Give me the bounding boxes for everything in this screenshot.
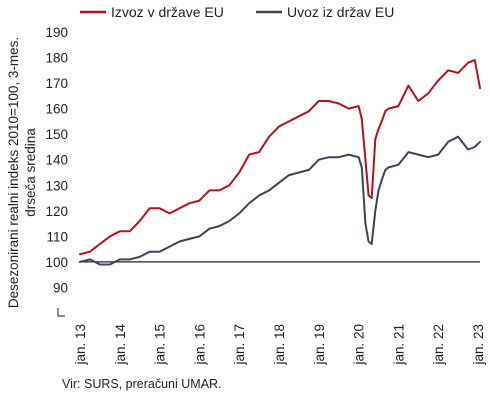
legend-label: Uvoz iz držav EU xyxy=(287,4,394,20)
x-tick-label: jan. 16 xyxy=(192,324,207,366)
x-tick-label: jan. 23 xyxy=(471,324,486,366)
x-tick-label: jan. 14 xyxy=(113,324,128,366)
y-tick-label: 90 xyxy=(53,280,68,295)
y-tick-label: 160 xyxy=(45,102,68,117)
y-tick-label: 140 xyxy=(45,153,68,168)
x-tick-label: jan. 18 xyxy=(272,324,287,366)
y-tick-label: 130 xyxy=(45,178,68,193)
series-line-export xyxy=(79,59,481,256)
y-tick-label: 110 xyxy=(46,229,68,244)
y-axis-label-line: Desezonirani realni indeks 2010=100, 3-m… xyxy=(6,37,21,308)
x-tick-label: jan. 19 xyxy=(312,324,327,366)
y-tick-label: 190 xyxy=(45,25,68,40)
x-tick-label: jan. 17 xyxy=(232,324,247,366)
series-line-import xyxy=(79,135,481,266)
y-tick-label: 120 xyxy=(45,204,68,219)
plot-area xyxy=(79,59,481,266)
x-tick-label: jan. 22 xyxy=(431,324,446,366)
axis-break-mark xyxy=(57,308,65,317)
source-note: Vir: SURS, preračuni UMAR. xyxy=(62,377,222,391)
legend-label: Izvoz v države EU xyxy=(111,4,224,20)
x-tick-label: jan. 15 xyxy=(153,324,168,366)
x-tick-label: jan. 13 xyxy=(73,324,88,366)
x-axis-ticks: jan. 13 jan. 14 jan. 15 jan. 16 jan. 17 jan. … xyxy=(73,324,486,366)
y-axis-label-line: drseča sredina xyxy=(23,128,38,217)
y-axis-ticks: 90 100 110 120 130 140 150 160 170 180 190 xyxy=(45,25,68,317)
legend: Izvoz v države EU Uvoz iz držav EU xyxy=(80,4,394,20)
y-tick-label: 180 xyxy=(45,51,68,66)
y-tick-label: 100 xyxy=(45,255,68,270)
x-tick-label: jan. 21 xyxy=(391,324,406,366)
y-tick-label: 150 xyxy=(45,127,68,142)
x-tick-label: jan. 20 xyxy=(352,324,367,366)
y-axis-label: Desezonirani realni indeks 2010=100, 3-m… xyxy=(6,37,38,308)
y-tick-label: 170 xyxy=(45,76,68,91)
